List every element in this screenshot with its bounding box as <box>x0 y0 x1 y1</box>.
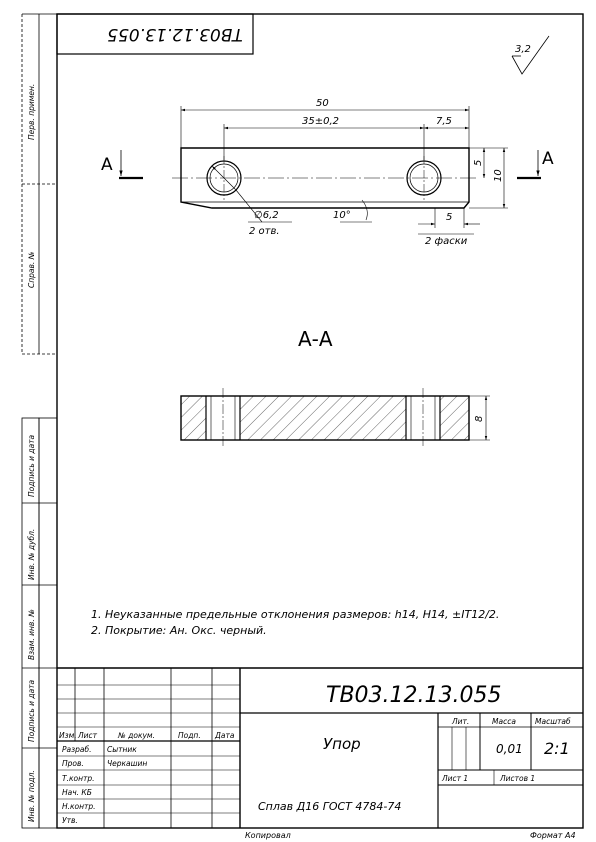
dim-chamfer-count: 2 фаски <box>425 236 468 247</box>
section-mark-left: А <box>101 155 113 175</box>
dim-height: 10 <box>493 169 504 182</box>
col-massa: Масса <box>492 717 516 726</box>
col-list: Лист <box>77 731 98 740</box>
role-nach-kb: Нач. КБ <box>62 788 92 797</box>
title-block-lines <box>57 667 583 828</box>
section-markers <box>119 150 541 180</box>
section-title: А-А <box>298 327 333 351</box>
role-utv: Утв. <box>62 816 78 825</box>
rotated-designation-box <box>56 13 254 55</box>
roughness-value: 3,2 <box>515 44 531 55</box>
col-podp: Подп. <box>178 731 201 740</box>
main-dimensions <box>180 106 508 235</box>
col-date: Дата <box>214 731 235 740</box>
sheet-number: Лист 1 <box>441 774 468 783</box>
main-view <box>172 147 478 209</box>
name-razrab: Сытник <box>107 745 137 754</box>
role-prov: Пров. <box>62 759 84 768</box>
role-razrab: Разраб. <box>62 745 91 754</box>
name-prov: Черкашин <box>107 759 147 768</box>
copied-label: Копировал <box>245 831 291 840</box>
label-inv-podl: Инв. № подл. <box>27 770 36 822</box>
section-view <box>180 388 490 448</box>
format-label: Формат А4 <box>530 831 576 840</box>
col-lit: Лит. <box>451 717 469 726</box>
side-strip-labels: Перв. примен. Справ. № Подпись и дата Ин… <box>27 84 36 822</box>
designation: ТВ03.12.13.055 <box>326 683 501 708</box>
part-name: Упор <box>323 735 361 753</box>
col-masshtab: Масштаб <box>535 717 571 726</box>
dim-hole-spacing: 35±0,2 <box>302 116 339 127</box>
side-strip <box>21 13 58 829</box>
sheet-count: Листов 1 <box>499 774 535 783</box>
material: Сплав Д16 ГОСТ 4784-74 <box>258 800 401 813</box>
col-doc: № докум. <box>117 731 155 740</box>
dim-chamfer-angle: 10° <box>333 210 351 221</box>
dim-chamfer-len: 5 <box>446 212 452 223</box>
role-nkontr: Н.контр. <box>62 802 96 811</box>
label-podp-data-2: Подпись и дата <box>27 679 36 742</box>
label-podp-data-1: Подпись и дата <box>27 434 36 497</box>
rotated-designation: ТВ03.12.13.055 <box>107 24 243 44</box>
note-2: 2. Покрытие: Ан. Окс. черный. <box>91 624 267 637</box>
note-1: 1. Неуказанные предельные отклонения раз… <box>91 608 499 621</box>
label-inv-dubl: Инв. № дубл. <box>27 529 36 580</box>
main-dim-text: 50 35±0,2 7,5 5 10 ∅6,2 2 отв. 10° 5 2 ф… <box>249 98 504 247</box>
col-izm: Изм. <box>59 731 77 740</box>
dim-hole-dia: ∅6,2 <box>254 210 279 221</box>
dim-overall-length: 50 <box>316 98 329 109</box>
scale-value: 2:1 <box>544 739 570 758</box>
label-sprav-no: Справ. № <box>27 251 36 288</box>
title-block-text: Изм. Лист № докум. Подп. Дата Разраб. Сы… <box>59 717 571 825</box>
dim-edge-to-hole: 7,5 <box>436 116 452 127</box>
label-perv-primen: Перв. примен. <box>27 84 36 140</box>
dim-hole-count: 2 отв. <box>249 226 280 237</box>
dim-thickness: 8 <box>474 416 485 422</box>
mass-value: 0,01 <box>496 742 523 756</box>
role-tkontr: Т.контр. <box>62 774 95 783</box>
dim-half-height: 5 <box>473 160 484 166</box>
label-vzam-inv: Взам. инв. № <box>27 609 36 660</box>
section-mark-right: А <box>542 149 554 169</box>
roughness-sign <box>511 35 550 75</box>
